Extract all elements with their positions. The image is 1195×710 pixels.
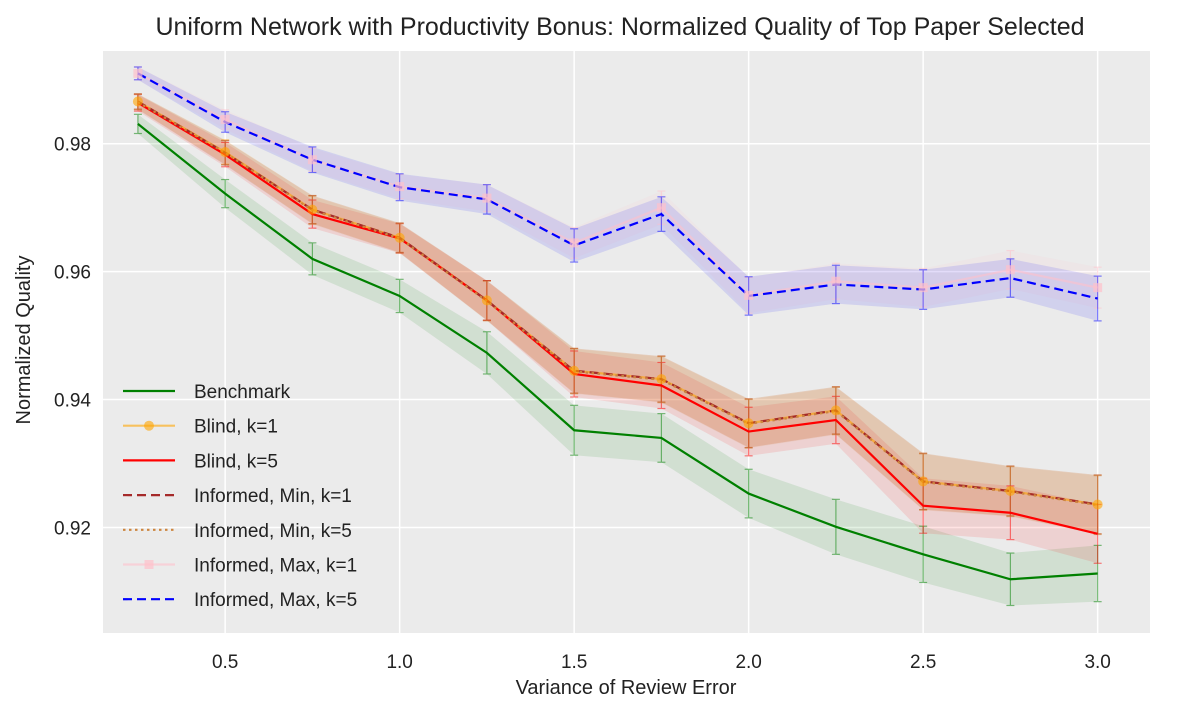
x-tick-labels: 0.5 1.0 1.5 2.0 2.5 3.0 xyxy=(212,652,1111,673)
legend-label: Informed, Min, k=1 xyxy=(194,486,352,507)
data-point xyxy=(656,203,666,213)
data-point xyxy=(132,96,143,107)
confidence-band xyxy=(137,93,1098,534)
x-tick-label: 1.5 xyxy=(561,652,587,673)
confidence-bands xyxy=(137,66,1098,606)
data-point xyxy=(918,283,928,293)
data-point xyxy=(830,405,841,416)
series-line xyxy=(137,72,1098,300)
y-tick-labels: 0.92 0.94 0.96 0.98 xyxy=(54,135,91,540)
y-tick-label: 0.96 xyxy=(54,263,91,284)
data-point xyxy=(918,476,929,487)
legend-label: Blind, k=1 xyxy=(194,417,278,438)
y-tick-label: 0.98 xyxy=(54,135,91,156)
data-point xyxy=(394,232,405,243)
y-tick-label: 0.92 xyxy=(54,518,91,539)
data-point xyxy=(1093,283,1103,293)
x-tick-label: 2.0 xyxy=(735,652,761,673)
x-axis-label: Variance of Review Error xyxy=(516,677,737,699)
confidence-band xyxy=(137,66,1098,314)
data-point xyxy=(395,182,405,192)
confidence-band xyxy=(137,94,1098,535)
data-point xyxy=(220,114,230,124)
data-point xyxy=(481,295,492,306)
data-point xyxy=(569,238,579,248)
x-tick-label: 3.0 xyxy=(1084,652,1110,673)
legend-label: Informed, Max, k=5 xyxy=(194,590,357,611)
data-point xyxy=(831,276,841,286)
data-point xyxy=(307,204,318,215)
series-lines xyxy=(137,72,1098,581)
series-markers xyxy=(132,68,1103,510)
series-line xyxy=(137,101,1098,535)
series-line xyxy=(137,101,1098,507)
x-tick-label: 0.5 xyxy=(212,652,238,673)
legend-label: Informed, Min, k=5 xyxy=(194,521,352,542)
data-point xyxy=(1092,499,1103,510)
legend-label: Blind, k=5 xyxy=(194,451,278,472)
y-axis-label: Normalized Quality xyxy=(13,256,35,425)
confidence-band xyxy=(137,94,1098,564)
legend-label: Informed, Max, k=1 xyxy=(194,556,357,577)
legend: Benchmark Blind, k=1 Blind, k=5 Informed, M… xyxy=(123,382,357,611)
data-point xyxy=(220,147,231,158)
data-point xyxy=(744,290,754,300)
confidence-band xyxy=(137,93,1098,534)
confidence-band xyxy=(137,66,1098,321)
data-point xyxy=(743,418,754,429)
data-point xyxy=(307,155,317,165)
data-point xyxy=(482,193,492,203)
data-point xyxy=(1005,265,1015,275)
plot-area xyxy=(103,51,1150,633)
series-line xyxy=(137,72,1098,297)
grid xyxy=(103,51,1150,633)
data-point xyxy=(656,374,667,385)
y-tick-label: 0.94 xyxy=(54,391,91,412)
series-line xyxy=(137,123,1098,581)
chart-title: Uniform Network with Productivity Bonus:… xyxy=(155,13,1084,41)
data-point xyxy=(1005,486,1016,497)
confidence-band xyxy=(137,114,1098,606)
data-point xyxy=(569,365,580,376)
x-tick-label: 2.5 xyxy=(910,652,936,673)
x-tick-label: 1.0 xyxy=(386,652,412,673)
data-point xyxy=(133,68,143,78)
legend-marker xyxy=(144,560,154,569)
legend-marker xyxy=(144,420,154,431)
legend-label: Benchmark xyxy=(194,382,291,403)
